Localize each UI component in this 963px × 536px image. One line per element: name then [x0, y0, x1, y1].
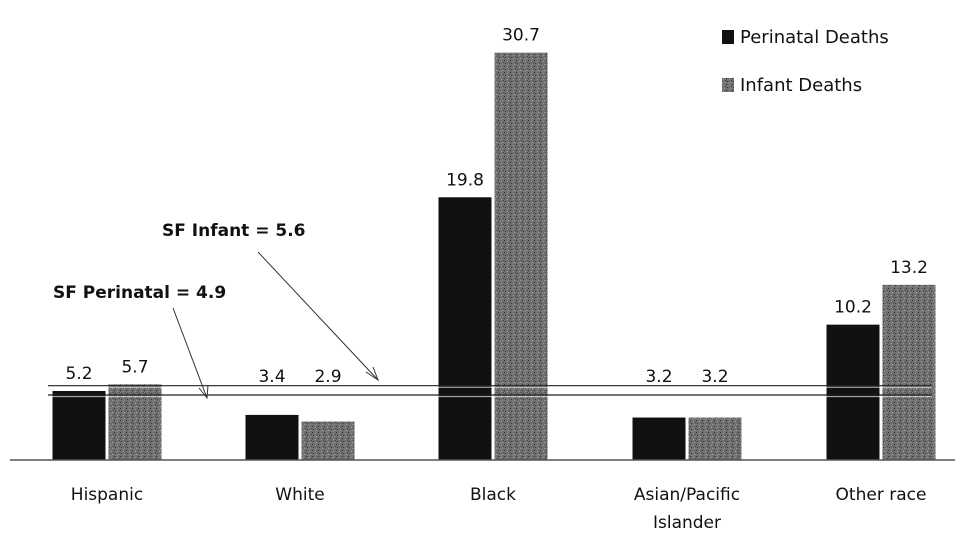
value-label-perinatal-1: 3.4 — [258, 367, 285, 387]
annotation-arrow-perinatal — [172, 307, 209, 400]
annotation-sf-infant: SF Infant = 5.6 — [162, 221, 306, 241]
annotation-arrow-infant — [257, 251, 380, 382]
bar-perinatal-4 — [826, 324, 880, 460]
value-label-perinatal-2: 19.8 — [446, 170, 484, 190]
legend-swatch-perinatal — [722, 30, 734, 44]
value-label-perinatal-3: 3.2 — [645, 367, 672, 387]
bar-infant-2 — [494, 52, 548, 460]
legend-label-perinatal: Perinatal Deaths — [740, 27, 889, 48]
value-label-perinatal-0: 5.2 — [65, 364, 92, 384]
bar-perinatal-2 — [438, 197, 492, 460]
value-label-perinatal-4: 10.2 — [834, 298, 872, 318]
reference-lines-layer — [48, 385, 932, 398]
bar-infant-4 — [882, 284, 936, 460]
value-label-infant-1: 2.9 — [314, 367, 341, 387]
legend-swatch-infant — [722, 78, 734, 92]
value-label-infant-0: 5.7 — [121, 357, 148, 377]
bar-infant-0 — [108, 384, 162, 460]
bar-perinatal-3 — [632, 417, 686, 460]
legend: Perinatal Deaths Infant Deaths — [722, 27, 889, 96]
category-label-2: Black — [470, 485, 516, 505]
bar-infant-3 — [688, 417, 742, 460]
value-label-infant-3: 3.2 — [701, 367, 728, 387]
bar-perinatal-0 — [52, 390, 106, 460]
annotation-sf-perinatal: SF Perinatal = 4.9 — [53, 283, 226, 303]
bars-layer — [52, 52, 936, 460]
category-label-3-line-1: Islander — [653, 513, 721, 533]
value-label-infant-4: 13.2 — [890, 258, 928, 278]
category-label-1: White — [275, 485, 324, 505]
value-label-infant-2: 30.7 — [502, 26, 540, 46]
category-label-3-line-0: Asian/Pacific — [634, 485, 740, 505]
annotations: SF Infant = 5.6 SF Perinatal = 4.9 — [53, 221, 380, 400]
category-labels-layer: Hispanic White Black Asian/Pacific Islander O… — [71, 485, 927, 533]
category-label-0: Hispanic — [71, 485, 143, 505]
bar-infant-1 — [301, 421, 355, 460]
bar-perinatal-1 — [245, 414, 299, 460]
category-label-4: Other race — [836, 485, 927, 505]
value-labels-layer: 5.2 5.7 3.4 2.9 19.8 30.7 3.2 3.2 10.2 13.2 — [65, 26, 927, 387]
legend-label-infant: Infant Deaths — [740, 75, 862, 96]
